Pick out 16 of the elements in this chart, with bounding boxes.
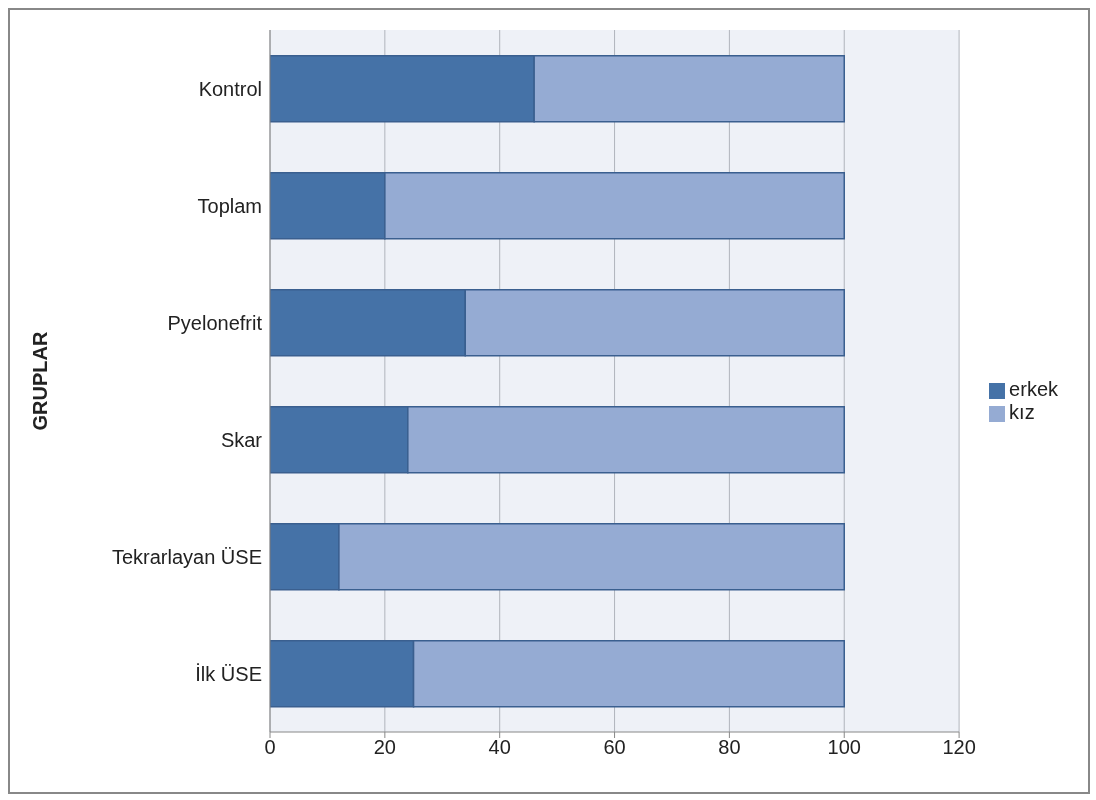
x-tick-label: 120 (942, 736, 976, 759)
y-axis-title: GRUPLAR (29, 331, 52, 431)
x-tick-label: 0 (264, 736, 276, 759)
x-tick-label: 60 (603, 736, 626, 759)
x-tick-label: 20 (373, 736, 396, 759)
y-tick-label: İlk ÜSE (195, 662, 262, 685)
legend-label: kız (1009, 401, 1035, 423)
y-tick-label: Kontrol (198, 77, 262, 100)
x-tick-label: 80 (718, 736, 741, 759)
y-tick-label: Toplam (197, 194, 262, 217)
x-tick-label: 40 (488, 736, 511, 759)
legend-label: erkek (1009, 378, 1058, 400)
y-tick-label: Skar (220, 428, 263, 451)
y-tick-label: Tekrarlayan ÜSE (111, 545, 262, 568)
y-tick-label: Pyelonefrit (167, 311, 263, 334)
x-tick-label: 100 (827, 736, 861, 759)
